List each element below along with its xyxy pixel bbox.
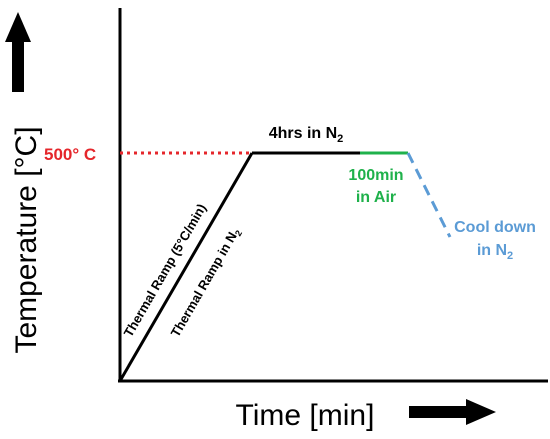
cool-segment — [406, 152, 452, 238]
ramp-segment — [118, 152, 254, 382]
x-axis-arrow-icon — [409, 399, 496, 425]
air-label-line2: in Air — [356, 189, 396, 206]
ramp-rate-label: Thermal Ramp (5°C/min) — [121, 201, 210, 339]
cool-label-line1: Cool down — [454, 219, 536, 236]
x-axis-label: Time [min] — [236, 399, 375, 432]
hold-n2-label: 4hrs in N2 — [269, 125, 344, 145]
y-axis-label: Temperature [°C] — [10, 126, 43, 353]
y-axis-arrow-icon — [5, 12, 31, 92]
cool-label-line2: in N2 — [477, 242, 513, 262]
level-label: 500° C — [44, 145, 96, 164]
air-label-line1: 100min — [348, 167, 403, 184]
